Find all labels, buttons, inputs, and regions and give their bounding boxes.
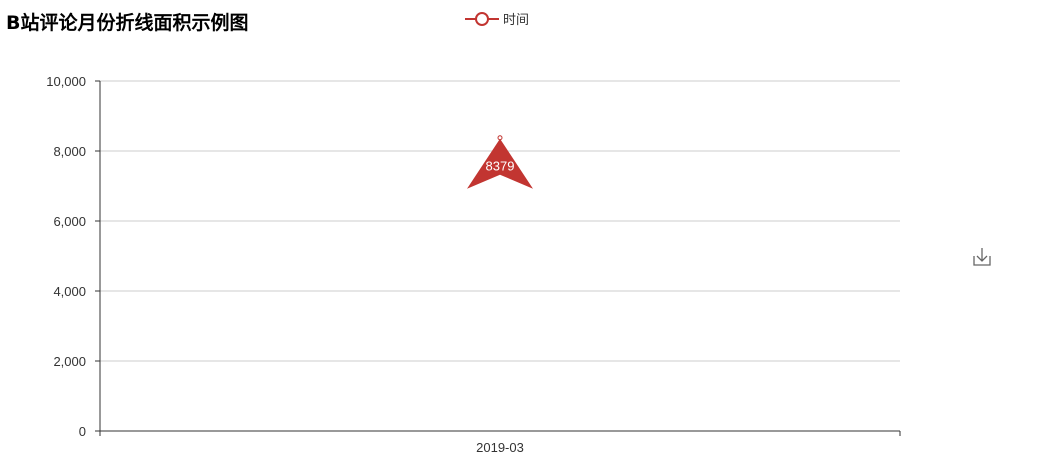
y-tick-label: 10,000 (46, 74, 86, 89)
grid-lines (100, 80, 900, 362)
legend-item[interactable]: 时间 (465, 9, 529, 28)
x-tick-label: 2019-03 (476, 440, 524, 455)
legend-line-icon (465, 11, 499, 26)
series-marks: 8379 (467, 135, 533, 189)
y-tick-label: 0 (79, 424, 86, 439)
y-tick-label: 4,000 (53, 284, 86, 299)
y-tick-label: 2,000 (53, 354, 86, 369)
markpoint-arrow[interactable] (467, 138, 533, 189)
y-tick-label: 8,000 (53, 144, 86, 159)
markpoint-label: 8379 (486, 159, 515, 174)
download-icon[interactable] (971, 246, 993, 268)
chart-title: B站评论月份折线面积示例图 (6, 12, 249, 34)
legend-label: 时间 (503, 13, 530, 28)
y-tick-label: 6,000 (53, 214, 86, 229)
y-axis: 0 2,000 4,000 6,000 8,000 10,000 (46, 74, 100, 439)
